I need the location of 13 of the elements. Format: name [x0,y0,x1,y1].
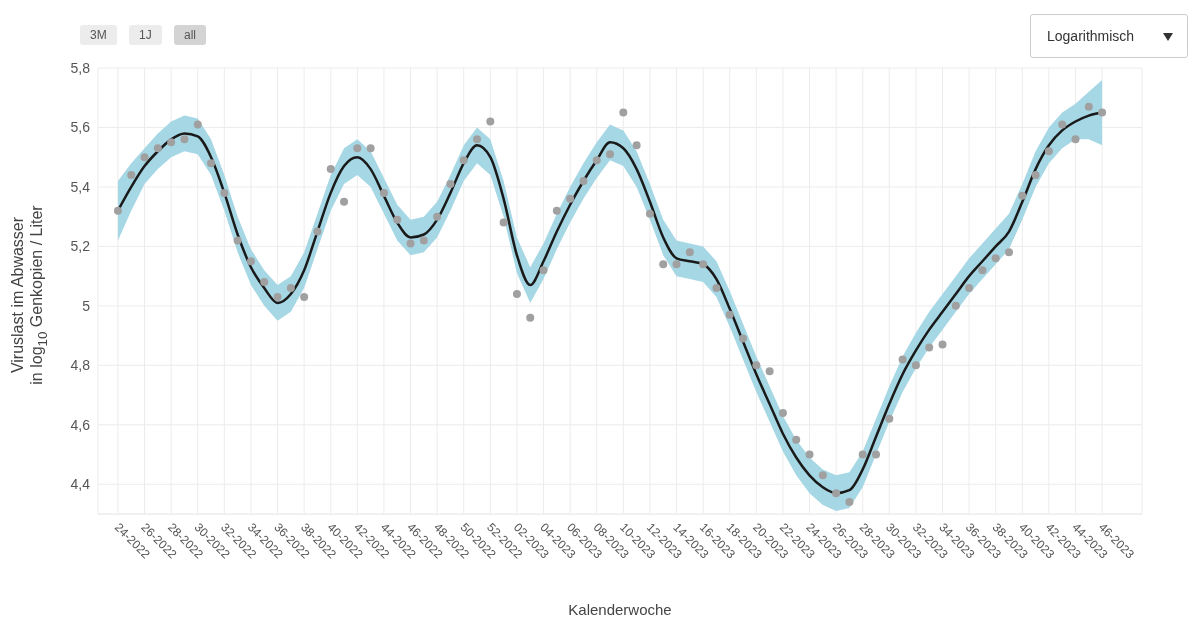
text: 1J [129,25,162,45]
text: all [174,25,207,45]
y-tick-label: 4,6 [70,416,91,433]
y-tick-label: 4,8 [70,357,91,374]
y-tick-label: 5,8 [70,59,91,76]
text: 3M [80,25,117,45]
y-tick-label: 5,2 [70,238,91,255]
text: Logarithmisch [1047,28,1135,44]
x-axis-title: Kalenderwoche [568,601,672,618]
y-tick-label: 5,4 [70,178,91,195]
y-tick-label: 5 [82,297,91,314]
y-tick-label: 4,4 [70,476,91,493]
y-tick-label: 5,6 [70,119,91,136]
